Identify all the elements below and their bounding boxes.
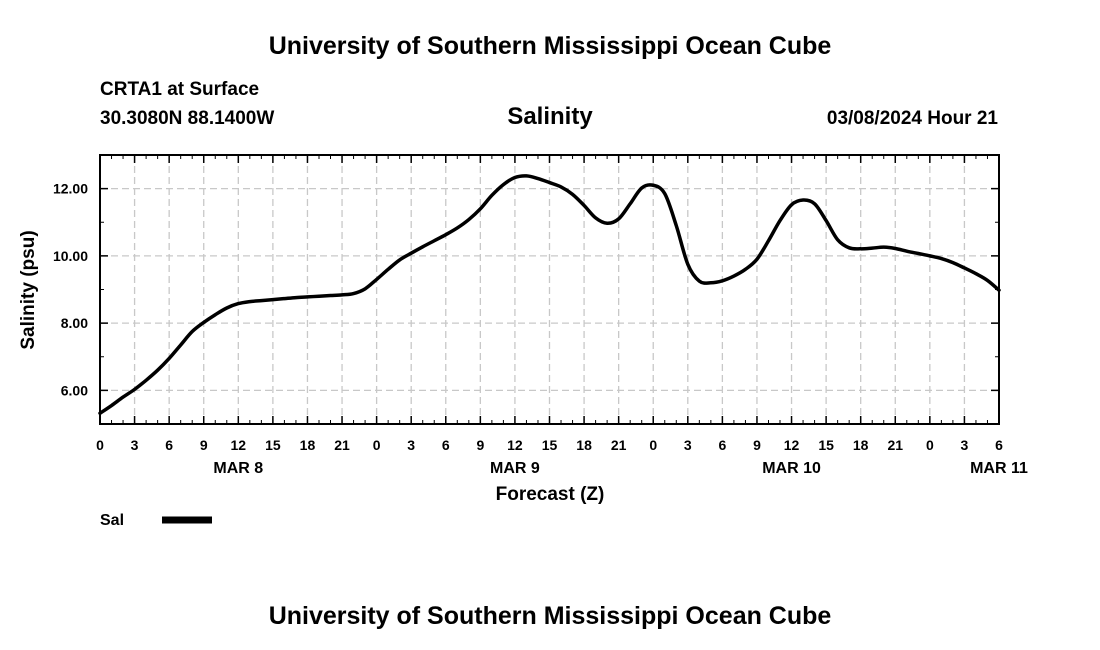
axis-tick-labels: 0 3 6 9 12 15 18 21 0 3 6 9 12 15 18 21 0 3 6 9 12 15 18 21 0 3 6 M…	[53, 181, 1028, 477]
x-tick-label: 3	[961, 437, 969, 453]
x-date-label: MAR 8	[213, 460, 263, 477]
x-date-label: MAR 11	[970, 460, 1028, 477]
x-tick-label: 6	[442, 437, 450, 453]
x-tick-label: 9	[200, 437, 208, 453]
station-label: CRTA1 at Surface	[100, 79, 259, 100]
x-tick-label: 0	[96, 437, 104, 453]
x-tick-label: 6	[995, 437, 1003, 453]
x-tick-label: 0	[926, 437, 934, 453]
x-tick-label: 21	[611, 437, 627, 453]
y-tick-label: 6.00	[61, 382, 88, 398]
x-tick-label: 3	[407, 437, 415, 453]
x-tick-label: 3	[131, 437, 139, 453]
footer-title: University of Southern Mississippi Ocean…	[269, 602, 832, 630]
x-date-label: MAR 10	[762, 460, 821, 477]
x-axis-label: Forecast (Z)	[496, 484, 605, 505]
y-tick-label: 8.00	[61, 315, 88, 331]
x-tick-label: 15	[265, 437, 281, 453]
x-tick-label: 12	[507, 437, 523, 453]
x-tick-label: 6	[165, 437, 173, 453]
x-tick-label: 9	[753, 437, 761, 453]
y-tick-label: 10.00	[53, 248, 88, 264]
timestamp-label: 03/08/2024 Hour 21	[827, 108, 999, 129]
x-tick-label: 6	[718, 437, 726, 453]
x-tick-label: 18	[300, 437, 316, 453]
chart-title: Salinity	[507, 103, 593, 130]
x-tick-label: 15	[818, 437, 834, 453]
coordinates-label: 30.3080N 88.1400W	[100, 108, 274, 129]
grid-lines	[100, 155, 999, 424]
x-tick-label: 15	[542, 437, 558, 453]
x-date-label: MAR 9	[490, 460, 540, 477]
x-tick-label: 12	[784, 437, 800, 453]
x-tick-label: 0	[373, 437, 381, 453]
page-title: University of Southern Mississippi Ocean…	[269, 32, 832, 60]
axis-ticks	[99, 154, 1000, 425]
y-tick-label: 12.00	[53, 181, 88, 197]
y-axis-label: Salinity (psu)	[18, 230, 39, 349]
x-tick-label: 9	[476, 437, 484, 453]
x-tick-label: 18	[853, 437, 869, 453]
x-tick-label: 21	[334, 437, 350, 453]
x-tick-label: 0	[649, 437, 657, 453]
x-tick-label: 12	[231, 437, 247, 453]
x-tick-label: 3	[684, 437, 692, 453]
x-tick-label: 21	[887, 437, 903, 453]
legend-label: Sal	[100, 512, 124, 529]
x-tick-label: 18	[576, 437, 592, 453]
salinity-series-line	[98, 174, 1001, 415]
